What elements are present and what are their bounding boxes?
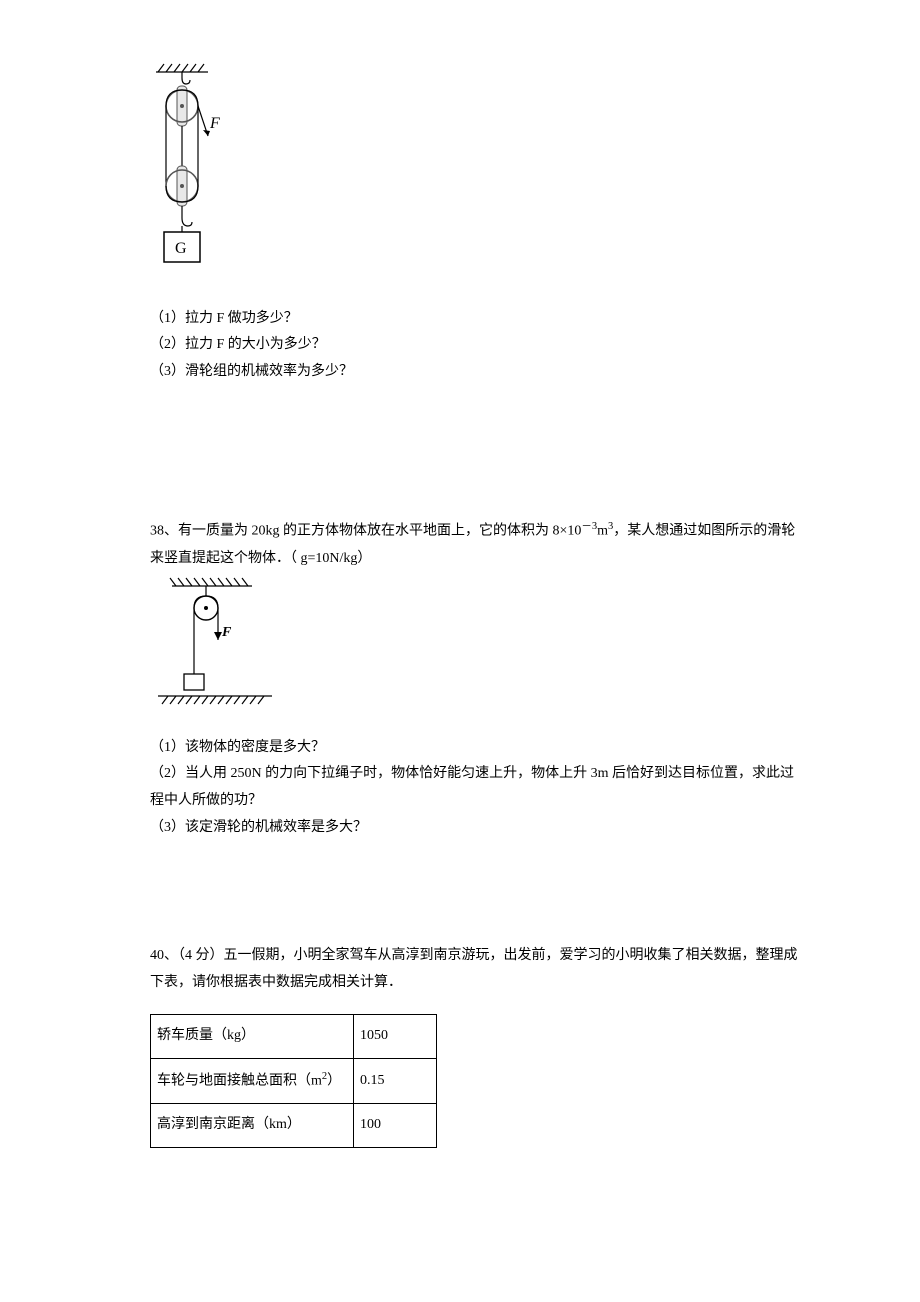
pulley-system-svg: F G [150, 60, 230, 285]
problem40-number: 40、 [150, 948, 178, 963]
problem38-number: 38、 [150, 524, 178, 539]
problem40-table: 轿车质量（kg） 1050 车轮与地面接触总面积（m2） 0.15 高淳到南京距… [150, 1014, 437, 1147]
svg-text:G: G [175, 240, 187, 257]
table-row: 轿车质量（kg） 1050 [151, 1015, 437, 1059]
table-cell-label-a: 车轮与地面接触总面积（m [157, 1074, 322, 1089]
problem38-q3: （3）该定滑轮的机械效率是多大？ [150, 815, 800, 842]
table-cell-label-b: ） [327, 1074, 341, 1089]
problem38-q2: （2）当人用 250N 的力向下拉绳子时，物体恰好能匀速上升，物体上升 3m 后… [150, 761, 800, 814]
table-cell-label: 轿车质量（kg） [151, 1015, 354, 1059]
svg-text:F: F [209, 115, 220, 132]
fixed-pulley-svg: F [150, 574, 280, 714]
problem38-text: 38、有一质量为 20kg 的正方体物体放在水平地面上，它的体积为 8×10－3… [150, 517, 800, 572]
problem40-points: （4 分） [178, 948, 224, 963]
problem38-unit: m [597, 524, 608, 539]
table-cell-label: 车轮与地面接触总面积（m2） [151, 1058, 354, 1103]
problem40-text: 40、（4 分）五一假期，小明全家驾车从高淳到南京游玩，出发前，爱学习的小明收集… [150, 943, 800, 996]
problem38-exp: －3 [581, 521, 597, 532]
problem37-q1: （1）拉力 F 做功多少？ [150, 306, 800, 333]
problem38-figure: F [150, 574, 800, 725]
problem37-figure: F G [150, 60, 800, 296]
page: F G （1）拉力 F 做功多少？ （2）拉力 F 的大小为多少？ （3）滑轮组… [0, 0, 920, 1302]
table-cell-value: 0.15 [354, 1058, 437, 1103]
table-cell-label: 高淳到南京距离（km） [151, 1104, 354, 1148]
table-row: 高淳到南京距离（km） 100 [151, 1104, 437, 1148]
table-cell-value: 100 [354, 1104, 437, 1148]
problem37-q3: （3）滑轮组的机械效率为多少？ [150, 359, 800, 386]
table-row: 车轮与地面接触总面积（m2） 0.15 [151, 1058, 437, 1103]
table-cell-value: 1050 [354, 1015, 437, 1059]
svg-text:F: F [221, 625, 232, 640]
spacer [150, 841, 800, 941]
problem37-q2: （2）拉力 F 的大小为多少？ [150, 332, 800, 359]
problem38-q1: （1）该物体的密度是多大？ [150, 735, 800, 762]
problem40-body: 五一假期，小明全家驾车从高淳到南京游玩，出发前，爱学习的小明收集了相关数据，整理… [150, 948, 798, 990]
spacer [150, 385, 800, 515]
problem38-body-a: 有一质量为 20kg 的正方体物体放在水平地面上，它的体积为 8×10 [178, 524, 581, 539]
